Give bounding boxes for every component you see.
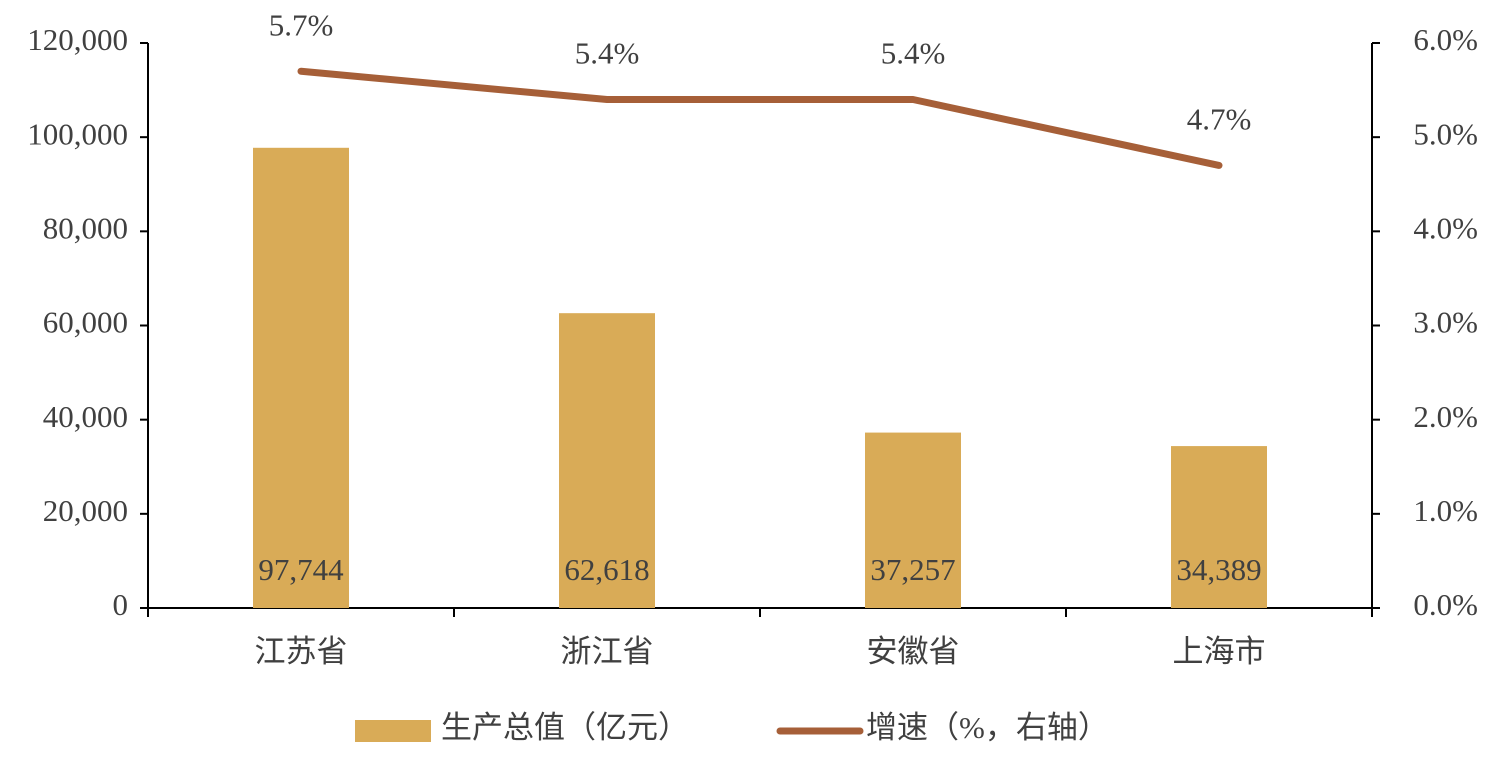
bar-value-label: 62,618 [564, 552, 649, 587]
bar [1171, 446, 1267, 608]
line-value-label: 5.4% [881, 36, 946, 71]
legend-label: 增速（%，右轴） [866, 710, 1109, 745]
line-value-label: 4.7% [1187, 102, 1252, 137]
y2-tick-label: 0.0% [1413, 587, 1478, 622]
y2-tick-label: 2.0% [1413, 399, 1478, 434]
y-tick-label: 120,000 [27, 22, 128, 57]
y-tick-label: 100,000 [27, 116, 128, 151]
bar [253, 147, 349, 608]
y-tick-label: 0 [113, 587, 129, 622]
bar [865, 432, 961, 608]
y2-tick-label: 6.0% [1413, 22, 1478, 57]
y2-tick-label: 3.0% [1413, 305, 1478, 340]
x-tick-label: 江苏省 [255, 634, 348, 669]
x-tick-label: 上海市 [1173, 634, 1266, 669]
y-tick-label: 60,000 [43, 305, 128, 340]
line [297, 67, 1223, 169]
line-value-label: 5.7% [269, 7, 334, 42]
bar-value-label: 97,744 [258, 552, 344, 587]
bar-value-label: 34,389 [1176, 552, 1261, 587]
bar [559, 313, 655, 608]
y-tick-label: 80,000 [43, 210, 128, 245]
bar-value-label: 37,257 [870, 552, 955, 587]
legend-label: 生产总值（亿元） [441, 710, 689, 745]
line-value-label: 5.4% [575, 36, 640, 71]
y2-tick-label: 1.0% [1413, 493, 1478, 528]
x-tick-label: 安徽省 [867, 634, 960, 669]
legend-swatch [355, 720, 431, 742]
y2-tick-label: 4.0% [1413, 210, 1478, 245]
x-tick-label: 浙江省 [561, 634, 654, 669]
y2-tick-label: 5.0% [1413, 116, 1478, 151]
y-tick-label: 20,000 [43, 493, 128, 528]
y-tick-label: 40,000 [43, 399, 128, 434]
